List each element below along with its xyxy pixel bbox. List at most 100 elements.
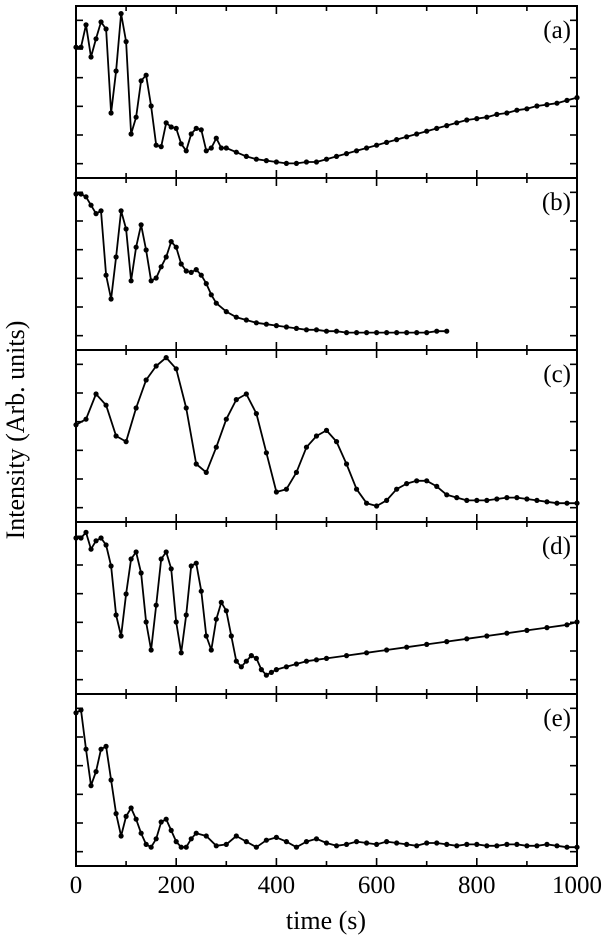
- data-point: [193, 830, 199, 836]
- data-point: [434, 840, 440, 846]
- data-point: [504, 110, 510, 116]
- data-point: [178, 844, 184, 850]
- panel-label: (a): [543, 17, 571, 44]
- data-point: [454, 495, 460, 501]
- data-point: [93, 391, 99, 397]
- data-point: [208, 292, 214, 298]
- panel-frame: [75, 693, 578, 867]
- data-point: [203, 281, 209, 287]
- data-point: [323, 840, 330, 846]
- data-point: [78, 44, 84, 50]
- data-point: [213, 843, 219, 849]
- data-point: [384, 330, 390, 336]
- data-point: [233, 314, 239, 320]
- panel-label: (e): [543, 705, 571, 732]
- data-point: [424, 128, 430, 134]
- data-point: [148, 647, 154, 653]
- data-point: [128, 805, 134, 811]
- data-point: [168, 239, 174, 245]
- data-point: [203, 148, 209, 154]
- data-point: [394, 840, 400, 846]
- data-point: [173, 366, 179, 372]
- data-point: [384, 647, 390, 653]
- data-point: [424, 840, 430, 846]
- data-point: [88, 783, 94, 789]
- data-point: [158, 264, 164, 270]
- data-point: [133, 549, 139, 555]
- data-point: [404, 330, 410, 336]
- data-point: [484, 633, 490, 639]
- y-axis-label: Intensity (Arb. units): [1, 321, 30, 540]
- data-point: [353, 486, 360, 492]
- data-point: [78, 535, 84, 541]
- data-point: [188, 269, 194, 275]
- data-point: [73, 535, 79, 541]
- data-point: [363, 330, 370, 336]
- data-point: [123, 439, 129, 445]
- data-point: [123, 39, 129, 45]
- data-point: [138, 830, 144, 836]
- data-point: [233, 149, 239, 155]
- data-point: [103, 542, 109, 548]
- data-point: [118, 833, 124, 839]
- data-point: [213, 444, 219, 450]
- data-point: [183, 844, 189, 850]
- data-point: [98, 535, 104, 541]
- data-point: [248, 653, 254, 659]
- data-point: [78, 191, 84, 197]
- data-point: [404, 134, 410, 140]
- data-point: [253, 655, 259, 662]
- panel-frame: [75, 177, 578, 351]
- data-point: [323, 156, 330, 162]
- data-point: [168, 827, 174, 834]
- data-point: [163, 816, 169, 822]
- data-point: [168, 566, 174, 572]
- data-point: [253, 320, 259, 326]
- data-point: [394, 330, 400, 336]
- data-point: [88, 202, 94, 208]
- data-point: [173, 839, 179, 845]
- data-point: [93, 36, 99, 42]
- series-line: [76, 12, 578, 165]
- data-point: [223, 608, 229, 614]
- data-point: [574, 619, 580, 625]
- data-point: [243, 317, 249, 323]
- data-point: [138, 78, 144, 84]
- x-tick-label: 200: [157, 872, 195, 899]
- data-point: [208, 647, 214, 653]
- data-point: [434, 328, 440, 334]
- data-point: [223, 841, 229, 848]
- data-point: [213, 135, 219, 141]
- data-point: [544, 102, 550, 108]
- x-axis: 0 200 400 600 800 1000: [70, 872, 602, 899]
- data-point: [343, 653, 350, 659]
- panel-label: (d): [542, 533, 571, 560]
- data-point: [414, 131, 420, 137]
- data-point: [374, 503, 380, 509]
- data-point: [268, 669, 274, 676]
- data-point: [454, 120, 460, 126]
- data-point: [273, 323, 279, 329]
- data-point: [293, 469, 300, 475]
- data-point: [153, 363, 159, 369]
- data-point: [98, 746, 104, 752]
- data-point: [188, 836, 194, 842]
- data-point: [108, 563, 114, 569]
- data-point: [103, 743, 109, 750]
- data-point: [203, 469, 209, 475]
- data-point: [313, 836, 320, 842]
- data-point: [404, 481, 410, 487]
- data-point: [213, 300, 219, 306]
- data-point: [434, 483, 440, 489]
- data-point: [123, 813, 129, 820]
- data-point: [223, 309, 229, 315]
- data-point: [118, 11, 124, 17]
- x-tick-label: 0: [70, 872, 83, 899]
- data-point: [303, 658, 310, 664]
- data-point: [83, 746, 89, 752]
- series-line: [75, 709, 577, 849]
- data-point: [133, 816, 139, 822]
- data-point: [333, 328, 340, 334]
- data-point: [93, 769, 99, 775]
- data-point: [363, 650, 370, 656]
